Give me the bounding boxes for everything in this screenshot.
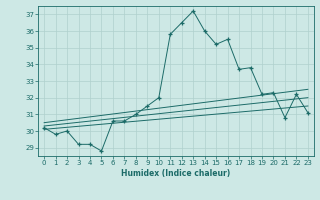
X-axis label: Humidex (Indice chaleur): Humidex (Indice chaleur) xyxy=(121,169,231,178)
